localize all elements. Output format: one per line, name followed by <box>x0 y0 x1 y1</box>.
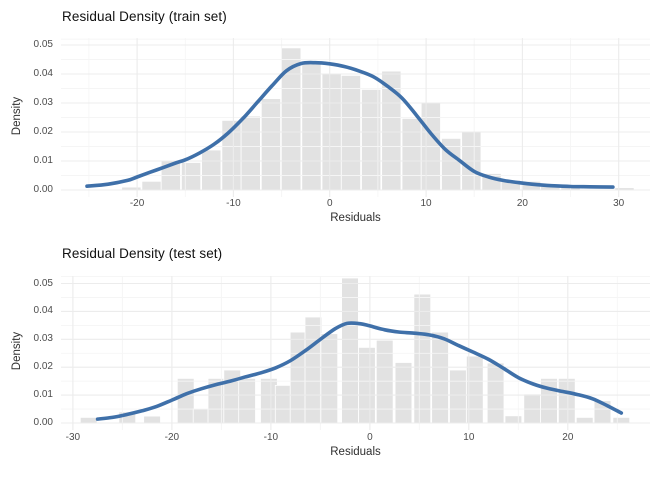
y-tick-labels-train: 0.00 0.01 0.02 0.03 0.04 0.05 <box>0 0 55 240</box>
x-axis-title-train: Residuals <box>330 212 381 224</box>
y-tick-label: 0.00 <box>33 417 53 429</box>
x-tick-label: 10 <box>463 432 475 443</box>
x-tick-label: -10 <box>263 432 279 443</box>
y-tick-label: 0.03 <box>33 333 53 345</box>
x-tick-label: -20 <box>129 198 145 209</box>
chart-title-test: Residual Density (test set) <box>62 246 223 261</box>
x-tick-label: 0 <box>326 198 333 209</box>
x-tick-labels-test: -30 -20 -10 0 10 20 <box>0 432 672 445</box>
y-tick-label: 0.00 <box>33 184 53 195</box>
y-tick-label: 0.04 <box>33 67 53 79</box>
x-tick-label: 0 <box>367 432 373 443</box>
y-tick-label: 0.01 <box>33 389 53 401</box>
y-tick-label: 0.05 <box>33 277 53 289</box>
x-tick-label: 20 <box>516 198 528 209</box>
test-density-chart: Residual Density (test set) Density 0.00… <box>0 240 672 480</box>
y-tick-label: 0.02 <box>33 361 53 373</box>
x-tick-label: -10 <box>226 198 241 209</box>
y-tick-label: 0.01 <box>33 155 53 166</box>
x-tick-label: 30 <box>613 198 625 209</box>
y-tick-label: 0.03 <box>33 96 53 108</box>
test-plot-panel <box>61 276 650 430</box>
train-plot-panel <box>61 38 650 197</box>
y-tick-label: 0.04 <box>33 305 53 317</box>
x-tick-label: -30 <box>65 432 81 443</box>
train-density-chart: Residual Density (train set) Density 0.0… <box>0 0 672 240</box>
x-tick-label: 20 <box>562 432 574 443</box>
y-tick-labels-test: 0.00 0.01 0.02 0.03 0.04 0.05 <box>0 240 55 480</box>
x-tick-labels-train: -20 -10 0 10 20 30 <box>0 198 672 211</box>
x-tick-label: -20 <box>164 432 180 443</box>
y-tick-label: 0.05 <box>33 38 53 50</box>
x-tick-label: 10 <box>420 198 432 209</box>
x-axis-title-test: Residuals <box>330 446 381 458</box>
y-tick-label: 0.02 <box>33 126 53 137</box>
chart-title-train: Residual Density (train set) <box>62 9 227 24</box>
